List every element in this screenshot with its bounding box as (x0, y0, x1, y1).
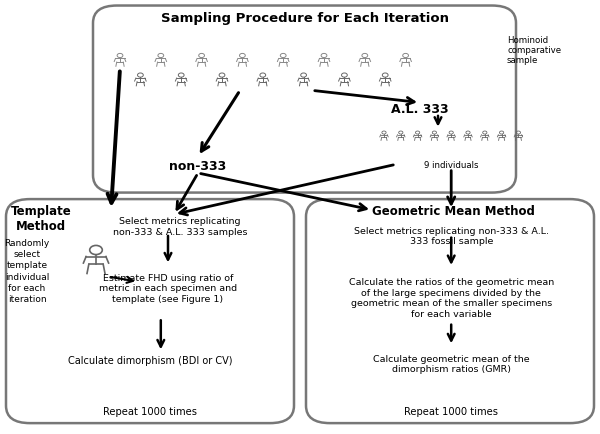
FancyBboxPatch shape (6, 200, 294, 423)
Text: Select metrics replicating
non-333 & A.L. 333 samples: Select metrics replicating non-333 & A.L… (113, 217, 247, 237)
Text: Select metrics replicating non-333 & A.L.
333 fossil sample: Select metrics replicating non-333 & A.L… (354, 227, 549, 246)
Text: 9 individuals: 9 individuals (424, 161, 478, 169)
Text: Template
Method: Template Method (10, 205, 71, 233)
Text: Randomly
select
template
individual
for each
iteration: Randomly select template individual for … (4, 239, 50, 303)
Text: A.L. 333: A.L. 333 (391, 103, 449, 116)
Text: Calculate geometric mean of the
dimorphism ratios (GMR): Calculate geometric mean of the dimorphi… (373, 354, 530, 373)
Text: Repeat 1000 times: Repeat 1000 times (103, 407, 197, 416)
Text: Repeat 1000 times: Repeat 1000 times (404, 407, 498, 416)
Text: Geometric Mean Method: Geometric Mean Method (371, 205, 535, 218)
Text: non-333: non-333 (169, 159, 227, 172)
Text: Calculate dimorphism (BDI or CV): Calculate dimorphism (BDI or CV) (68, 355, 232, 365)
Text: Estimate FHD using ratio of
metric in each specimen and
template (see Figure 1): Estimate FHD using ratio of metric in ea… (99, 273, 237, 303)
FancyBboxPatch shape (306, 200, 594, 423)
Text: Hominoid
comparative
sample: Hominoid comparative sample (507, 36, 561, 66)
Text: Calculate the ratios of the geometric mean
of the large specimens divided by the: Calculate the ratios of the geometric me… (349, 278, 554, 318)
Text: Sampling Procedure for Each Iteration: Sampling Procedure for Each Iteration (161, 12, 449, 25)
FancyBboxPatch shape (93, 7, 516, 193)
